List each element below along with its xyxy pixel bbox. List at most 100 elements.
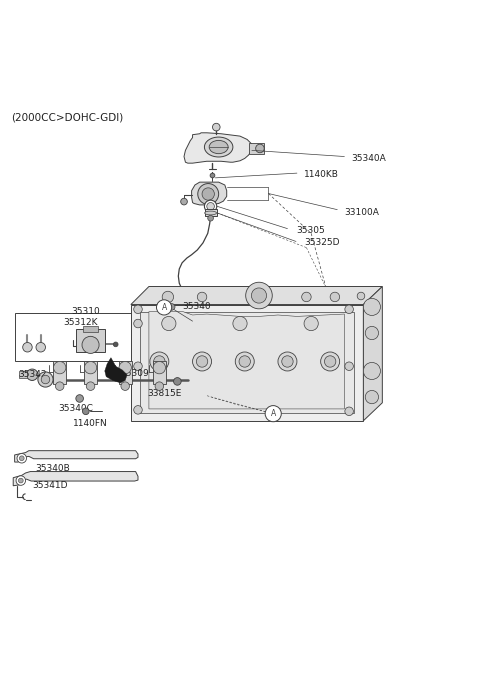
Circle shape — [134, 319, 142, 328]
Bar — [53, 362, 66, 384]
Bar — [84, 362, 97, 384]
Bar — [14, 313, 132, 362]
Circle shape — [246, 282, 272, 309]
Circle shape — [26, 369, 38, 380]
Polygon shape — [13, 471, 138, 486]
Ellipse shape — [204, 211, 216, 215]
Circle shape — [83, 408, 89, 414]
Circle shape — [16, 476, 25, 485]
Text: 35340C: 35340C — [59, 404, 94, 414]
Polygon shape — [14, 451, 138, 462]
Circle shape — [23, 342, 32, 352]
Text: 35325D: 35325D — [304, 238, 339, 247]
Bar — [19, 371, 27, 378]
Circle shape — [54, 362, 66, 374]
Polygon shape — [363, 286, 383, 421]
Text: 35309: 35309 — [120, 369, 149, 378]
Circle shape — [134, 362, 142, 371]
Text: 33815E: 33815E — [147, 389, 182, 398]
Bar — [119, 362, 132, 384]
Circle shape — [265, 406, 281, 422]
Circle shape — [134, 305, 142, 314]
Circle shape — [38, 372, 53, 387]
Circle shape — [119, 362, 132, 374]
Circle shape — [278, 352, 297, 371]
Ellipse shape — [209, 140, 228, 153]
Circle shape — [365, 326, 379, 340]
Circle shape — [162, 291, 174, 303]
Circle shape — [363, 299, 381, 316]
Polygon shape — [149, 312, 344, 409]
Circle shape — [204, 200, 217, 212]
Circle shape — [150, 352, 169, 371]
Circle shape — [162, 316, 176, 331]
Circle shape — [252, 288, 266, 303]
Circle shape — [113, 342, 118, 347]
Circle shape — [256, 144, 264, 153]
Circle shape — [207, 203, 215, 210]
Circle shape — [365, 390, 379, 403]
Circle shape — [233, 316, 247, 331]
Text: 33100A: 33100A — [344, 208, 379, 216]
Text: A: A — [271, 409, 276, 418]
Circle shape — [282, 356, 293, 367]
Circle shape — [330, 292, 340, 301]
Text: 35340A: 35340A — [351, 154, 386, 163]
Circle shape — [304, 316, 318, 331]
Ellipse shape — [204, 137, 233, 157]
Circle shape — [18, 478, 23, 483]
Circle shape — [202, 188, 215, 200]
Circle shape — [134, 406, 142, 414]
Bar — [140, 312, 354, 413]
Circle shape — [86, 382, 95, 390]
Circle shape — [17, 453, 26, 463]
Bar — [84, 326, 97, 332]
Circle shape — [76, 395, 84, 402]
Text: 1140KB: 1140KB — [304, 170, 339, 179]
Circle shape — [84, 362, 96, 374]
Circle shape — [198, 184, 219, 204]
Circle shape — [213, 123, 220, 131]
Circle shape — [321, 352, 340, 371]
Text: 35342: 35342 — [18, 371, 47, 379]
Circle shape — [208, 215, 214, 221]
Circle shape — [196, 356, 208, 367]
Circle shape — [239, 356, 251, 367]
Circle shape — [363, 362, 381, 379]
Circle shape — [121, 382, 130, 390]
Circle shape — [168, 303, 175, 310]
Circle shape — [345, 305, 353, 314]
Text: 1140FN: 1140FN — [73, 419, 108, 427]
Circle shape — [36, 342, 46, 352]
Circle shape — [235, 352, 254, 371]
Circle shape — [357, 292, 365, 300]
Circle shape — [345, 362, 353, 371]
Text: 35310: 35310 — [72, 307, 100, 316]
Circle shape — [153, 362, 166, 374]
Polygon shape — [184, 133, 252, 163]
Circle shape — [156, 300, 172, 315]
Circle shape — [324, 356, 336, 367]
Circle shape — [210, 173, 215, 178]
Circle shape — [56, 382, 64, 390]
Circle shape — [155, 382, 164, 390]
Circle shape — [180, 198, 187, 205]
Text: 35312K: 35312K — [63, 318, 98, 327]
Text: 35340B: 35340B — [35, 464, 70, 473]
Text: 35341D: 35341D — [32, 482, 68, 490]
Bar — [250, 142, 264, 154]
Circle shape — [174, 377, 181, 385]
Circle shape — [192, 352, 212, 371]
Bar — [153, 362, 166, 384]
Circle shape — [19, 456, 24, 460]
Text: (2000CC>DOHC-GDI): (2000CC>DOHC-GDI) — [12, 112, 123, 123]
Circle shape — [82, 336, 99, 353]
Text: 35305: 35305 — [296, 225, 325, 234]
Circle shape — [41, 375, 50, 384]
Bar — [76, 329, 105, 352]
Text: 35340: 35340 — [182, 302, 211, 312]
Circle shape — [301, 292, 311, 301]
Circle shape — [154, 356, 165, 367]
Polygon shape — [192, 182, 227, 205]
Bar — [205, 209, 217, 216]
